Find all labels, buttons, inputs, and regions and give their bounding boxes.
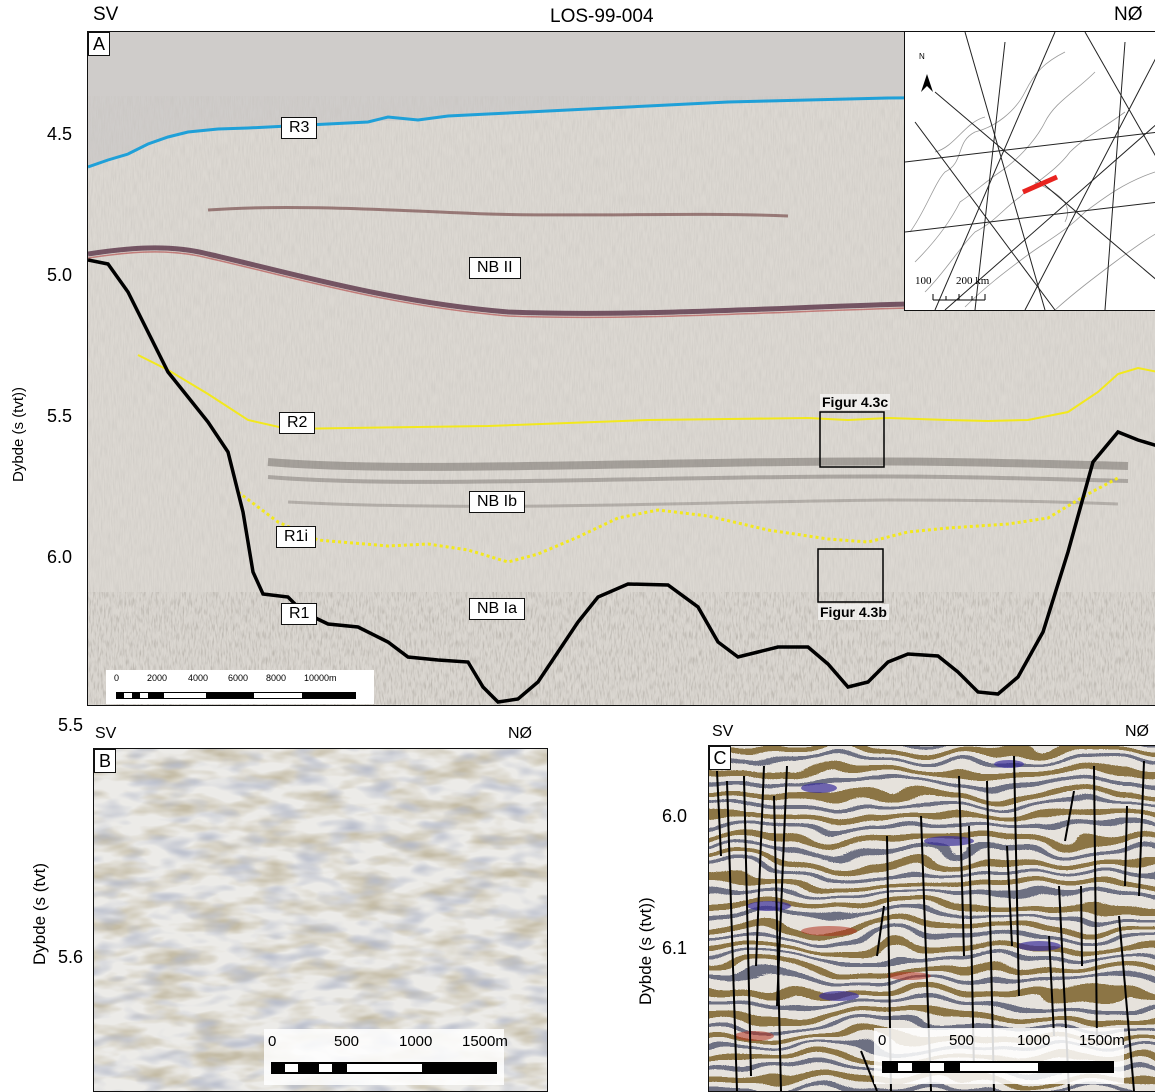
inset-scale-bar (932, 294, 986, 301)
scale-c-1000: 1000 (1017, 1032, 1051, 1049)
panel-c-seismic-closeup: C 0 500 1000 1500m (708, 745, 1155, 1092)
panel-c-y-axis-label: Dybde (s (tvt)) (636, 897, 655, 1005)
scale-c-1500m: 1500m (1079, 1032, 1125, 1049)
inset-map-graphic (905, 32, 1155, 310)
panel-c-scale-bar: 0 500 1000 1500m (874, 1028, 1125, 1084)
inset-survey-track (1021, 174, 1059, 195)
horizon-r3-label: R3 (281, 117, 318, 139)
figur-4-3b-label: Figur 4.3b (818, 604, 889, 620)
panel-b-sv-label: SV (95, 725, 117, 742)
panel-a-tick-4-5: 4.5 (47, 124, 73, 144)
inset-north-label: N (919, 52, 925, 61)
scale-a-0: 0 (114, 673, 120, 683)
scale-b-1000: 1000 (399, 1033, 433, 1050)
figur-4-3c-label: Figur 4.3c (820, 394, 891, 410)
panel-a-y-axis-label: Dybde (s (tvt)) (10, 386, 27, 482)
scale-c-500: 500 (949, 1032, 975, 1049)
horizon-r2-label: R2 (279, 412, 316, 434)
panel-c-sv-label: SV (712, 723, 734, 740)
panel-b-no-label: NØ (508, 725, 532, 742)
unit-nb-ii-label: NB II (469, 257, 521, 279)
scale-b-1500m: 1500m (462, 1033, 508, 1050)
scale-c-0: 0 (878, 1032, 887, 1049)
scale-b-0: 0 (268, 1033, 277, 1050)
scale-a-4000: 4000 (188, 673, 209, 683)
panel-a-seismic-section: A R3 R2 R1i R1 NB II NB Ib NB Ia Figur 4… (87, 31, 1155, 706)
panel-c-letter: C (709, 746, 731, 770)
panel-c-tick-6-0: 6.0 (662, 806, 688, 826)
horizon-r3-line (88, 94, 1155, 169)
panel-b-y-axis-label: Dybde (s (tvt) (30, 862, 49, 965)
panel-a-sv-label: SV (93, 4, 119, 25)
horizon-r1-label: R1 (281, 603, 318, 625)
inset-scale-200km: 200 km (956, 275, 990, 287)
scale-b-bar-graphic (271, 1062, 497, 1074)
scale-a-2000: 2000 (147, 673, 168, 683)
inset-location-map: N 100 200 km (904, 32, 1155, 311)
horizon-r2-line (137, 354, 1155, 431)
scale-c-bar-graphic (882, 1061, 1114, 1073)
figur-4-3b-box (817, 548, 884, 603)
scale-a-6000: 6000 (228, 673, 249, 683)
north-arrow-icon (921, 74, 933, 92)
panel-a-no-label: NØ (1114, 4, 1143, 25)
panel-b-tick-5-5: 5.5 (58, 715, 84, 735)
figur-4-3c-box (819, 411, 885, 468)
panel-a-tick-6-0: 6.0 (47, 547, 73, 567)
panel-a-letter: A (88, 32, 110, 56)
panel-b-tick-5-6: 5.6 (58, 947, 84, 967)
panel-c-no-label: NØ (1125, 723, 1149, 740)
horizon-r1-line (88, 258, 1155, 704)
panel-a-title: LOS-99-004 (550, 6, 654, 27)
panel-b-seismic-closeup: B 0 500 1000 1500m (93, 748, 548, 1092)
scale-a-10000m: 10000m (304, 673, 337, 683)
scale-a-8000: 8000 (266, 673, 287, 683)
unit-nb-ib-label: NB Ib (469, 491, 526, 513)
panel-a-scale-bar: 0 2000 4000 6000 8000 10000m (106, 670, 374, 704)
scale-b-500: 500 (334, 1033, 360, 1050)
panel-b-scale-bar: 0 500 1000 1500m (264, 1029, 508, 1085)
scale-a-bar-graphic (116, 692, 356, 699)
horizon-r1i-label: R1i (276, 526, 317, 548)
horizon-r1i-line (237, 476, 1119, 564)
panel-b-letter: B (94, 749, 116, 773)
unit-nb-ia-label: NB Ia (469, 598, 526, 620)
panel-a-tick-5-0: 5.0 (47, 265, 73, 285)
panel-c-tick-6-1: 6.1 (662, 938, 688, 958)
panel-a-tick-5-5: 5.5 (47, 406, 73, 426)
inset-scale-100: 100 (915, 275, 932, 287)
